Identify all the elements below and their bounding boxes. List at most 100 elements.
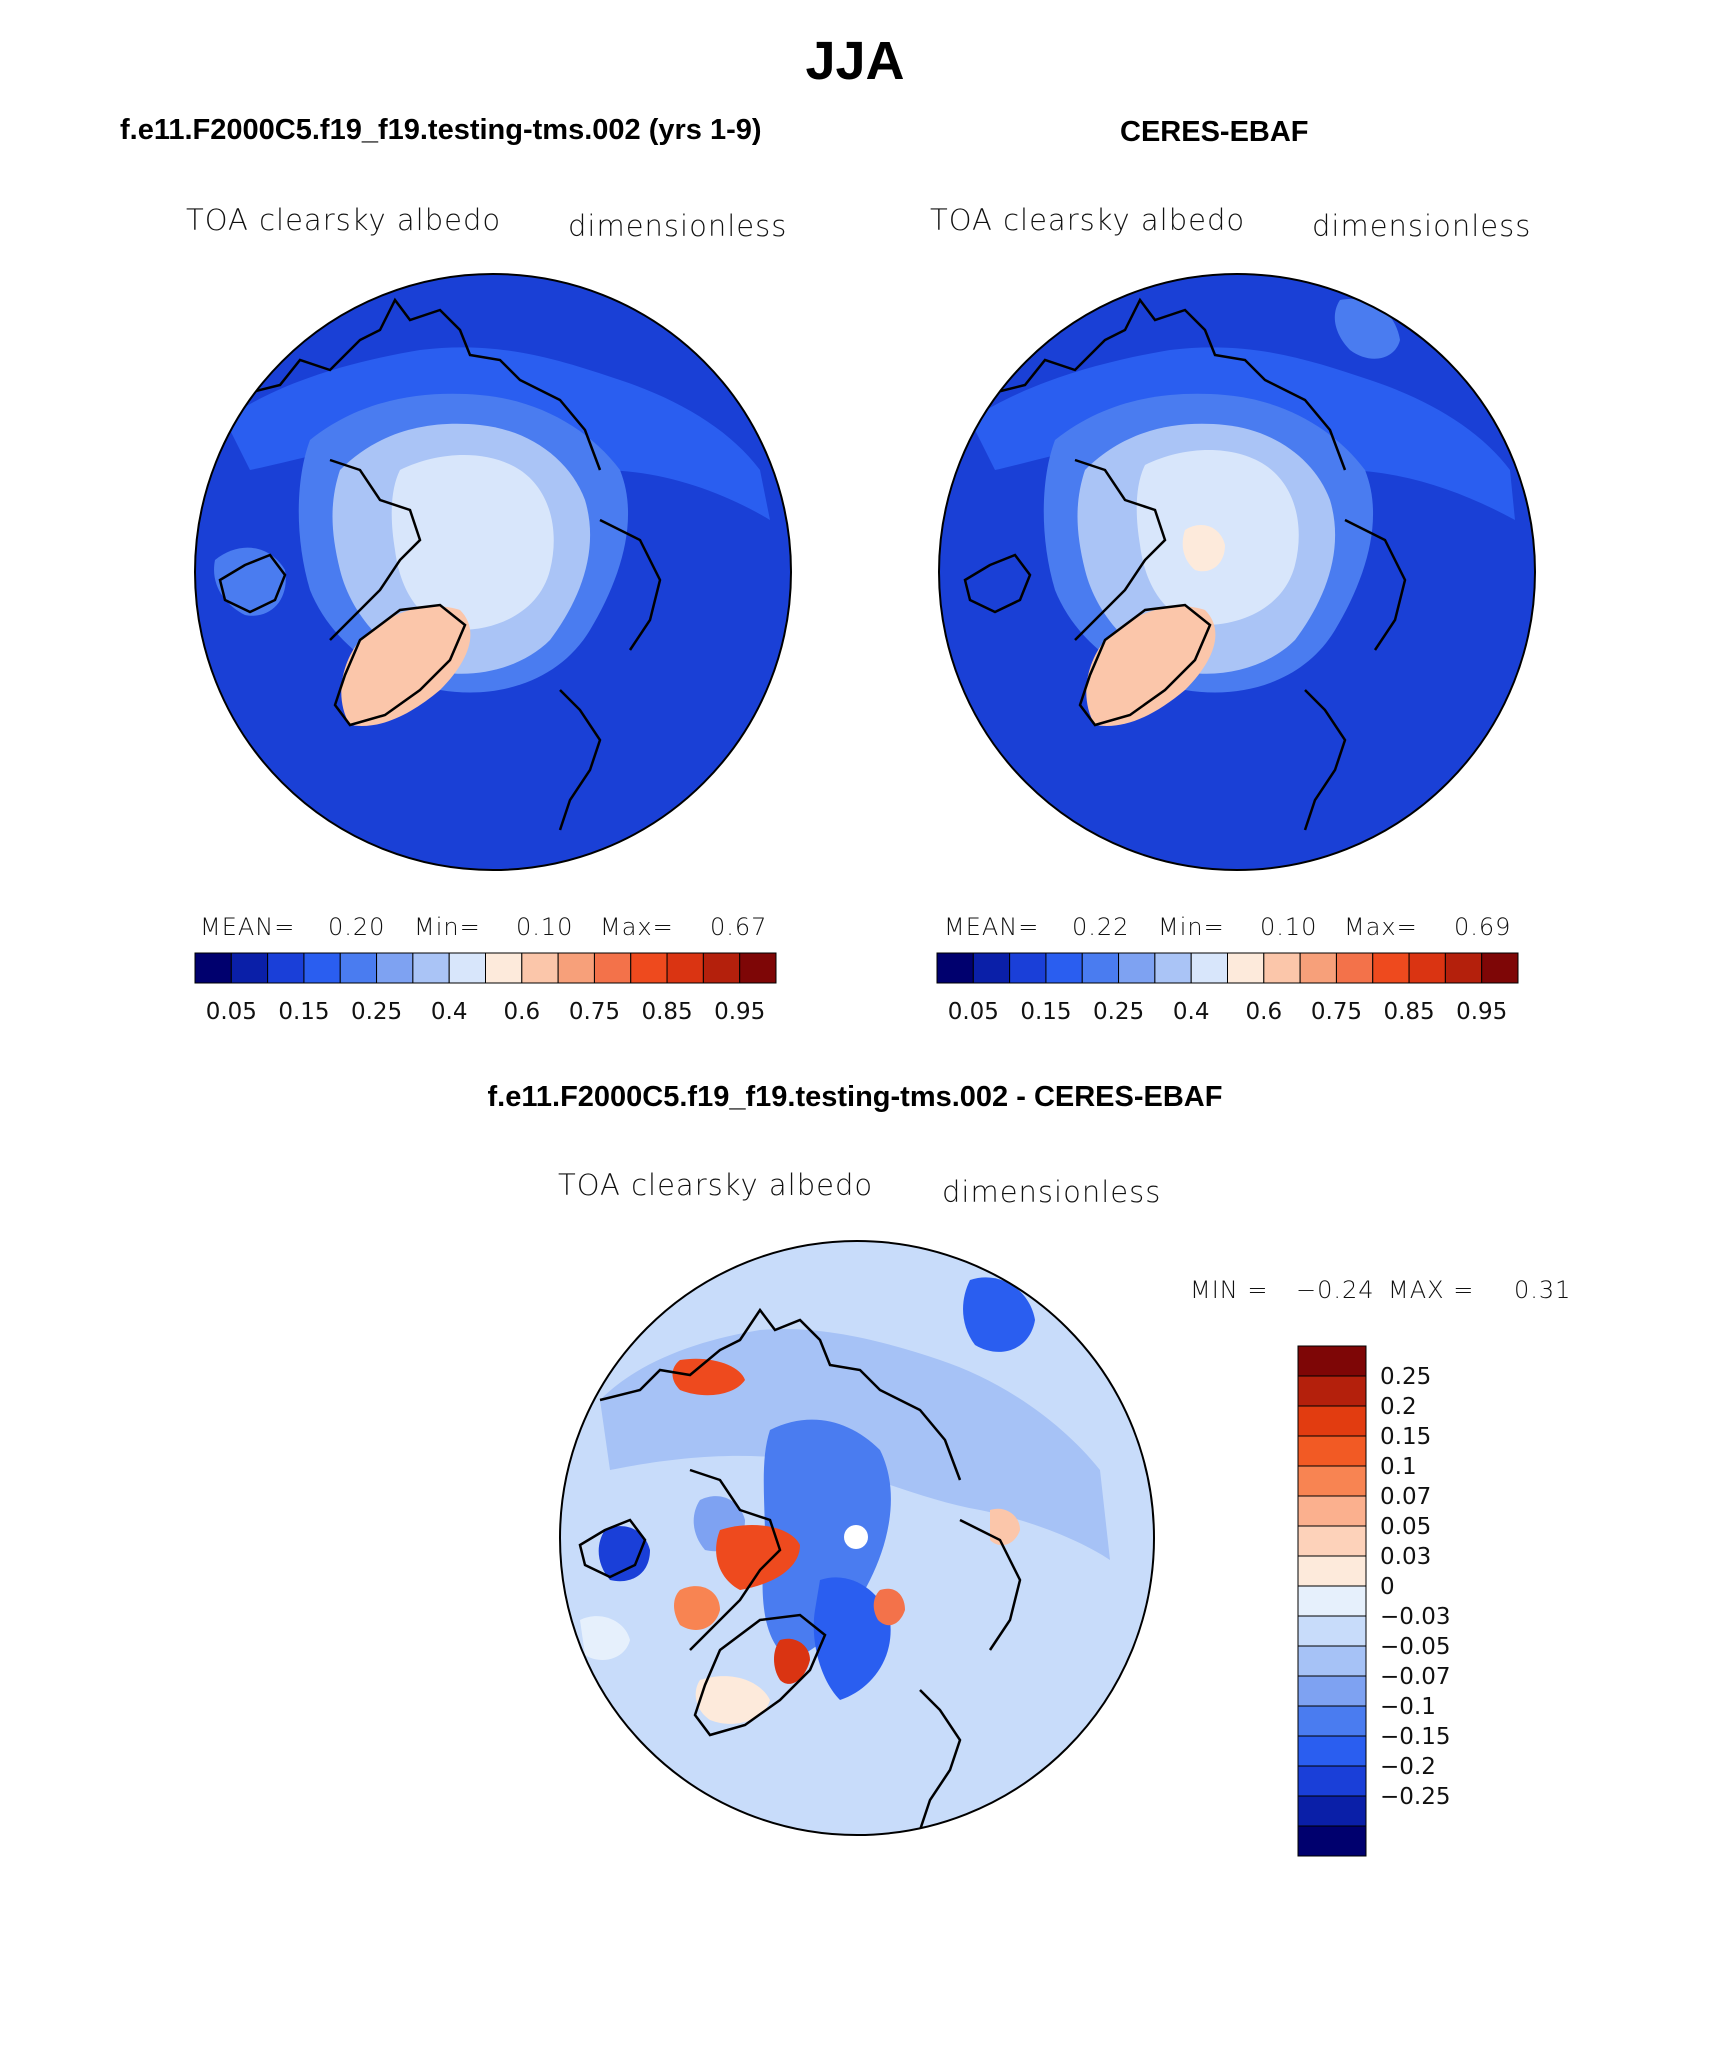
difference-panel-header: f.e11.F2000C5.f19_f19.testing-tms.002 - … xyxy=(487,1081,1223,1113)
model-mean-label: MEAN= xyxy=(200,913,296,941)
model-colorbar-swatch xyxy=(412,952,450,984)
difference-colorbar-tick-label: 0.07 xyxy=(1380,1484,1431,1510)
page-title: JJA xyxy=(805,31,905,91)
model-colorbar-swatch xyxy=(630,952,668,984)
model-mean-value: 0.20 xyxy=(328,913,386,941)
obs-colorbar-swatch xyxy=(1372,952,1410,984)
difference-colorbar-tick-label: 0.1 xyxy=(1380,1454,1417,1480)
obs-colorbar-tick-label: 0.95 xyxy=(1456,999,1507,1025)
obs-colorbar-swatch xyxy=(1408,952,1446,984)
obs-colorbar-swatch xyxy=(972,952,1011,984)
difference-colorbar-tick-label: 0.05 xyxy=(1380,1514,1431,1540)
difference-colorbar-swatch xyxy=(1297,1825,1367,1857)
difference-max-label: MAX = xyxy=(1388,1276,1475,1304)
difference-colorbar-tick-label: −0.07 xyxy=(1380,1664,1450,1690)
obs-colorbar-swatch xyxy=(1335,952,1374,984)
model-min-label: Min= xyxy=(414,913,481,941)
model-colorbar-swatch xyxy=(339,952,378,984)
model-min-value: 0.10 xyxy=(516,913,574,941)
obs-colorbar-tick-label: 0.25 xyxy=(1093,999,1144,1025)
model-colorbar-swatch xyxy=(521,952,559,984)
difference-max-value: 0.31 xyxy=(1514,1276,1572,1304)
obs-units-label: dimensionless xyxy=(1312,209,1532,243)
obs-colorbar-swatch xyxy=(1081,952,1120,984)
obs-colorbar-tick-label: 0.15 xyxy=(1020,999,1071,1025)
obs-colorbar-swatch xyxy=(1227,952,1265,984)
obs-colorbar-tick-label: 0.05 xyxy=(948,999,999,1025)
model-units-label: dimensionless xyxy=(568,209,788,243)
difference-units-label: dimensionless xyxy=(942,1175,1162,1209)
model-colorbar-tick-label: 0.05 xyxy=(206,999,257,1025)
obs-colorbar-swatch xyxy=(1154,952,1192,984)
obs-panel-header: CERES-EBAF xyxy=(1120,116,1309,148)
difference-colorbar-tick-label: 0 xyxy=(1380,1574,1395,1600)
difference-colorbar-swatch xyxy=(1297,1675,1367,1707)
difference-colorbar-swatch xyxy=(1297,1795,1367,1827)
obs-colorbar-swatch xyxy=(1299,952,1337,984)
difference-colorbar-swatch xyxy=(1297,1705,1367,1737)
model-colorbar-swatch xyxy=(303,952,341,984)
obs-mean-label: MEAN= xyxy=(944,913,1040,941)
difference-colorbar-swatch xyxy=(1297,1405,1367,1437)
difference-colorbar-swatch xyxy=(1297,1555,1367,1587)
model-colorbar-swatch xyxy=(666,952,704,984)
obs-colorbar-tick-label: 0.6 xyxy=(1246,999,1283,1025)
obs-colorbar-swatch xyxy=(1045,952,1083,984)
model-colorbar-tick-label: 0.4 xyxy=(431,999,468,1025)
difference-polar-map xyxy=(559,1240,1155,1836)
difference-colorbar-swatch xyxy=(1297,1345,1367,1377)
difference-colorbar-tick-label: −0.15 xyxy=(1380,1724,1450,1750)
difference-colorbar-swatch xyxy=(1297,1645,1367,1677)
difference-colorbar-tick-label: 0.2 xyxy=(1380,1394,1417,1420)
model-colorbar-tick-label: 0.15 xyxy=(278,999,329,1025)
difference-colorbar-tick-label: −0.05 xyxy=(1380,1634,1450,1660)
difference-colorbar-tick-label: −0.03 xyxy=(1380,1604,1450,1630)
difference-colorbar-tick-label: 0.25 xyxy=(1380,1364,1431,1390)
difference-colorbar-tick-label: −0.25 xyxy=(1380,1784,1450,1810)
difference-colorbar-swatch xyxy=(1297,1495,1367,1527)
model-colorbar-swatch xyxy=(448,952,486,984)
difference-min-label: MIN = xyxy=(1190,1276,1269,1304)
difference-colorbar-swatch xyxy=(1297,1765,1367,1797)
difference-colorbar-tick-label: 0.03 xyxy=(1380,1544,1431,1570)
obs-colorbar-swatch xyxy=(1190,952,1228,984)
obs-colorbar-tick-label: 0.4 xyxy=(1173,999,1210,1025)
model-colorbar-swatch xyxy=(702,952,741,984)
obs-min-label: Min= xyxy=(1158,913,1225,941)
difference-colorbar-swatch xyxy=(1297,1735,1367,1767)
model-max-label: Max= xyxy=(600,913,674,941)
obs-colorbar-swatch xyxy=(1444,952,1483,984)
difference-colorbar: 0.25 0.2 0.15 0.1 0.07 0.05 0.03 0 −0.03 −0.05 −0.… xyxy=(1297,1345,1450,1857)
model-polar-map xyxy=(194,273,792,871)
model-colorbar-swatch xyxy=(593,952,632,984)
model-colorbar-swatch xyxy=(376,952,414,984)
obs-variable-label: TOA clearsky albedo xyxy=(930,203,1246,237)
obs-colorbar-swatch xyxy=(1118,952,1156,984)
difference-colorbar-tick-label: −0.1 xyxy=(1380,1694,1436,1720)
model-colorbar-swatch xyxy=(557,952,595,984)
obs-colorbar: 0.05 0.15 0.25 0.4 0.6 0.75 0.85 0.95 xyxy=(936,952,1519,1025)
model-panel-header: f.e11.F2000C5.f19_f19.testing-tms.002 (y… xyxy=(120,114,762,146)
difference-colorbar-swatch xyxy=(1297,1585,1367,1617)
difference-colorbar-swatch xyxy=(1297,1375,1367,1407)
obs-colorbar-tick-label: 0.85 xyxy=(1383,999,1434,1025)
model-colorbar-tick-label: 0.25 xyxy=(351,999,402,1025)
obs-max-label: Max= xyxy=(1344,913,1418,941)
obs-colorbar-swatch xyxy=(1009,952,1047,984)
model-colorbar-swatch xyxy=(194,952,232,984)
obs-colorbar-tick-label: 0.75 xyxy=(1311,999,1362,1025)
model-colorbar-tick-label: 0.75 xyxy=(569,999,620,1025)
obs-mean-value: 0.22 xyxy=(1072,913,1130,941)
difference-min-value: −0.24 xyxy=(1296,1276,1375,1304)
difference-colorbar-swatch xyxy=(1297,1465,1367,1497)
obs-polar-map xyxy=(938,273,1536,871)
model-colorbar-tick-label: 0.95 xyxy=(714,999,765,1025)
difference-colorbar-tick-label: 0.15 xyxy=(1380,1424,1431,1450)
model-colorbar: 0.05 0.15 0.25 0.4 0.6 0.75 0.85 0.95 xyxy=(194,952,777,1025)
model-max-value: 0.67 xyxy=(710,913,768,941)
obs-max-value: 0.69 xyxy=(1454,913,1512,941)
difference-colorbar-swatch xyxy=(1297,1435,1367,1467)
obs-colorbar-swatch xyxy=(1481,952,1519,984)
model-variable-label: TOA clearsky albedo xyxy=(186,203,502,237)
difference-colorbar-swatch xyxy=(1297,1615,1367,1647)
